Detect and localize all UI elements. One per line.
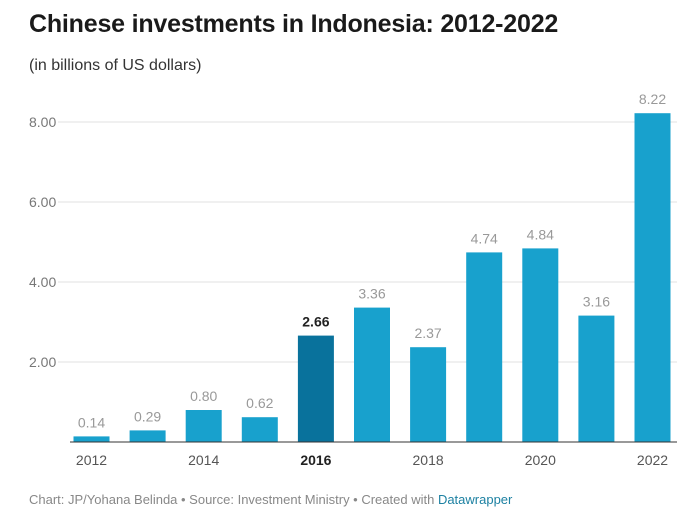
chart-title: Chinese investments in Indonesia: 2012-2…: [29, 10, 559, 38]
y-tick-label: 8.00: [29, 114, 56, 130]
x-tick-label-2022: 2022: [637, 452, 668, 468]
data-label-2017: 3.36: [358, 286, 385, 302]
bar-2020: [522, 248, 559, 442]
bar-chart: 2.00 4.00 6.00 8.00 0.14 0.29 0.80 0.62 2.66 3.36…: [29, 91, 677, 468]
data-label-2013: 0.29: [134, 408, 161, 424]
footer-credits: Chart: JP/Yohana Belinda • Source: Inves…: [29, 492, 438, 507]
data-label-2016: 2.66: [302, 314, 329, 330]
x-tick-label-2018: 2018: [413, 452, 444, 468]
data-label-2015: 0.62: [246, 395, 273, 411]
bar-2018: [410, 347, 447, 442]
data-label-2014: 0.80: [190, 388, 217, 404]
bar-2013: [129, 430, 166, 442]
y-tick-label: 4.00: [29, 274, 56, 290]
bar-2016: [297, 335, 334, 442]
data-label-2022: 8.22: [639, 91, 666, 107]
bar-2015: [241, 417, 278, 442]
x-tick-label-2020: 2020: [525, 452, 556, 468]
bar-2021: [578, 315, 615, 442]
bar-2022: [634, 113, 671, 442]
x-tick-label-2014: 2014: [188, 452, 219, 468]
bar-2017: [354, 307, 390, 442]
data-label-2012: 0.14: [78, 414, 105, 430]
x-tick-label-2012: 2012: [76, 452, 107, 468]
y-tick-label: 6.00: [29, 194, 56, 210]
data-label-2019: 4.74: [471, 230, 498, 246]
y-tick-label: 2.00: [29, 354, 56, 370]
chart-footer: Chart: JP/Yohana Belinda • Source: Inves…: [29, 492, 512, 507]
bar-2019: [466, 252, 503, 442]
bar-2012: [73, 436, 110, 442]
data-label-2018: 2.37: [414, 325, 441, 341]
data-label-2021: 3.16: [583, 294, 610, 310]
data-label-2020: 4.84: [527, 226, 554, 242]
chart-subtitle: (in billions of US dollars): [29, 57, 202, 74]
bar-2014: [185, 410, 222, 442]
datawrapper-link[interactable]: Datawrapper: [437, 492, 513, 507]
x-tick-label-2016: 2016: [300, 452, 331, 468]
